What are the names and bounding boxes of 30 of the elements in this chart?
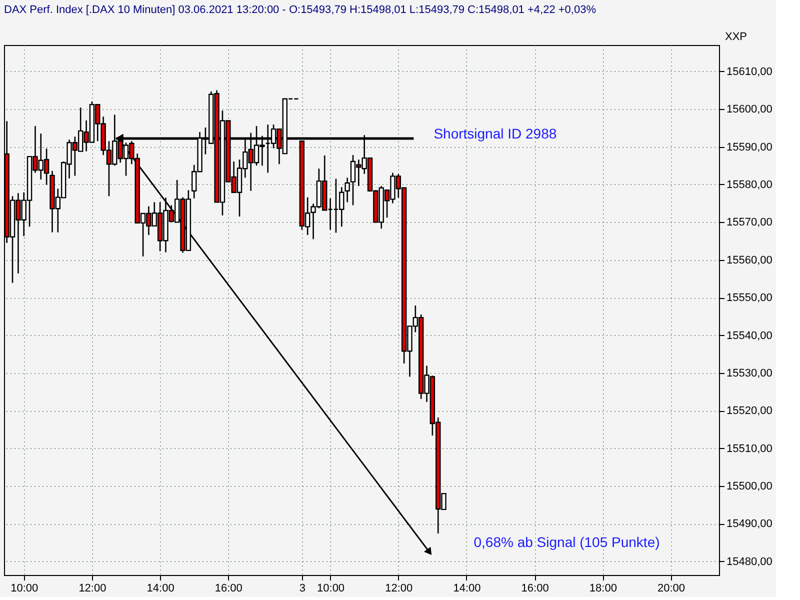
y-tick-label: 15570,00 [726,216,772,229]
x-tick-label: 10:00 [10,582,38,594]
candlestick [344,177,350,203]
y-tick-label: 15510,00 [726,442,772,455]
chart-title: DAX Perf. Index [.DAX 10 Minuten] 03.06.2021 13:20:00 - O:15493,79 H:15498,01 L:15493,79 C:15498,01 +4,22 +0,03% [4,4,596,16]
y-tick-label: 15500,00 [726,480,772,493]
y-tick-label: 15550,00 [726,292,772,304]
y-tick-label: 15540,00 [726,330,772,342]
x-tick-label: 12:00 [78,582,106,594]
x-tick-label: 16:00 [521,582,549,594]
y-tick-label: 15490,00 [726,518,772,530]
y-tick-label: 15520,00 [726,405,772,418]
y-tick-label: 15590,00 [726,141,772,154]
x-tick-label: 10:00 [317,582,345,594]
y-tick-label: 15560,00 [726,254,772,266]
x-tick-label: 16:00 [214,582,242,594]
x-tick-label: 20:00 [658,582,686,594]
text: XXP [725,31,748,43]
y-tick-label: 15600,00 [726,104,772,116]
x-tick-label: 3 [299,582,306,594]
x-tick-label: 18:00 [589,582,617,594]
y-tick-label: 15610,00 [726,66,772,78]
x-tick-label: 14:00 [453,582,481,594]
x-tick-label: 12:00 [385,582,413,594]
ref-line-label: Shortsignal ID 2988 [434,125,557,142]
x-tick-label: 14:00 [146,582,174,594]
y-tick-label: 15480,00 [726,556,772,568]
y-tick-label: 15580,00 [726,178,772,191]
annotation: 0,68% ab Signal (105 Punkte) [474,534,660,550]
y-tick-label: 15530,00 [726,367,772,380]
